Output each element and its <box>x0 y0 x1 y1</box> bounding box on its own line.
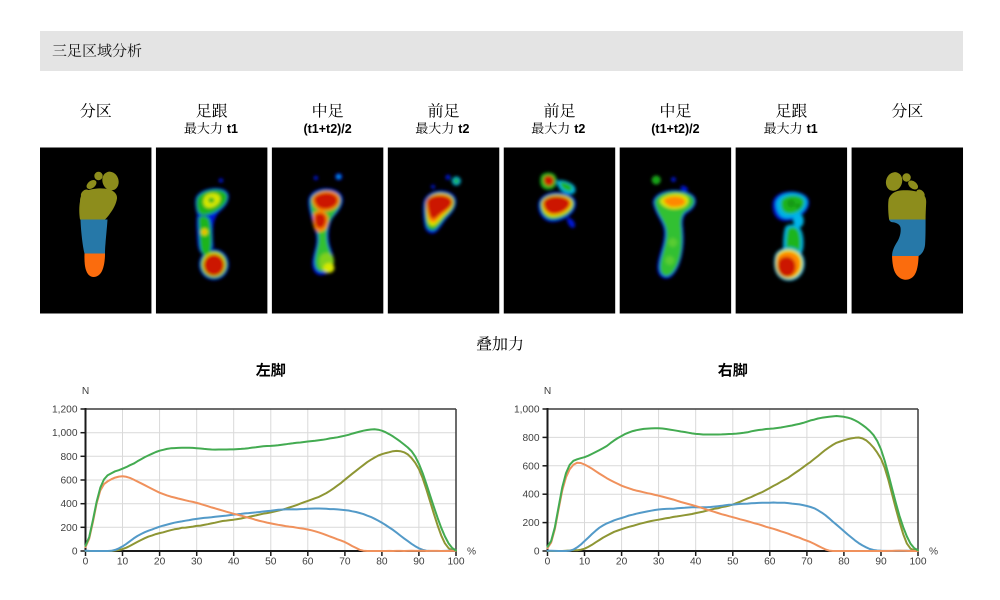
svg-text:400: 400 <box>61 499 78 510</box>
svg-text:N: N <box>82 386 89 397</box>
svg-text:90: 90 <box>875 557 887 568</box>
svg-text:600: 600 <box>61 476 78 487</box>
svg-text:%: % <box>467 547 476 558</box>
svg-text:0: 0 <box>83 557 89 568</box>
svg-text:200: 200 <box>523 518 540 529</box>
svg-text:100: 100 <box>910 557 927 568</box>
svg-text:t2: t2 <box>458 122 469 136</box>
svg-text:40: 40 <box>690 557 702 568</box>
svg-text:30: 30 <box>191 557 203 568</box>
svg-text:50: 50 <box>727 557 739 568</box>
svg-text:400: 400 <box>523 490 540 501</box>
svg-text:1,000: 1,000 <box>514 405 540 416</box>
svg-text:10: 10 <box>579 557 591 568</box>
svg-text:100: 100 <box>448 557 465 568</box>
svg-text:0: 0 <box>545 557 551 568</box>
svg-text:1,200: 1,200 <box>52 405 78 416</box>
svg-text:10: 10 <box>117 557 129 568</box>
svg-text:t2: t2 <box>574 122 585 136</box>
svg-text:70: 70 <box>339 557 351 568</box>
svg-text:800: 800 <box>523 433 540 444</box>
svg-text:20: 20 <box>154 557 166 568</box>
svg-text:30: 30 <box>653 557 665 568</box>
svg-text:60: 60 <box>302 557 314 568</box>
svg-text:0: 0 <box>534 547 540 558</box>
svg-text:20: 20 <box>616 557 628 568</box>
svg-text:40: 40 <box>228 557 240 568</box>
svg-text:70: 70 <box>801 557 813 568</box>
svg-text:t1: t1 <box>227 122 238 136</box>
svg-text:90: 90 <box>413 557 425 568</box>
svg-text:(t1+t2)/2: (t1+t2)/2 <box>303 122 351 136</box>
svg-text:N: N <box>544 386 551 397</box>
svg-text:80: 80 <box>376 557 388 568</box>
svg-text:60: 60 <box>764 557 776 568</box>
svg-text:(t1+t2)/2: (t1+t2)/2 <box>651 122 699 136</box>
svg-text:t1: t1 <box>807 122 818 136</box>
svg-text:600: 600 <box>523 461 540 472</box>
svg-text:200: 200 <box>61 523 78 534</box>
svg-text:0: 0 <box>72 547 78 558</box>
svg-text:800: 800 <box>61 452 78 463</box>
svg-text:80: 80 <box>838 557 850 568</box>
svg-text:50: 50 <box>265 557 277 568</box>
svg-text:1,000: 1,000 <box>52 428 78 439</box>
svg-text:%: % <box>929 547 938 558</box>
